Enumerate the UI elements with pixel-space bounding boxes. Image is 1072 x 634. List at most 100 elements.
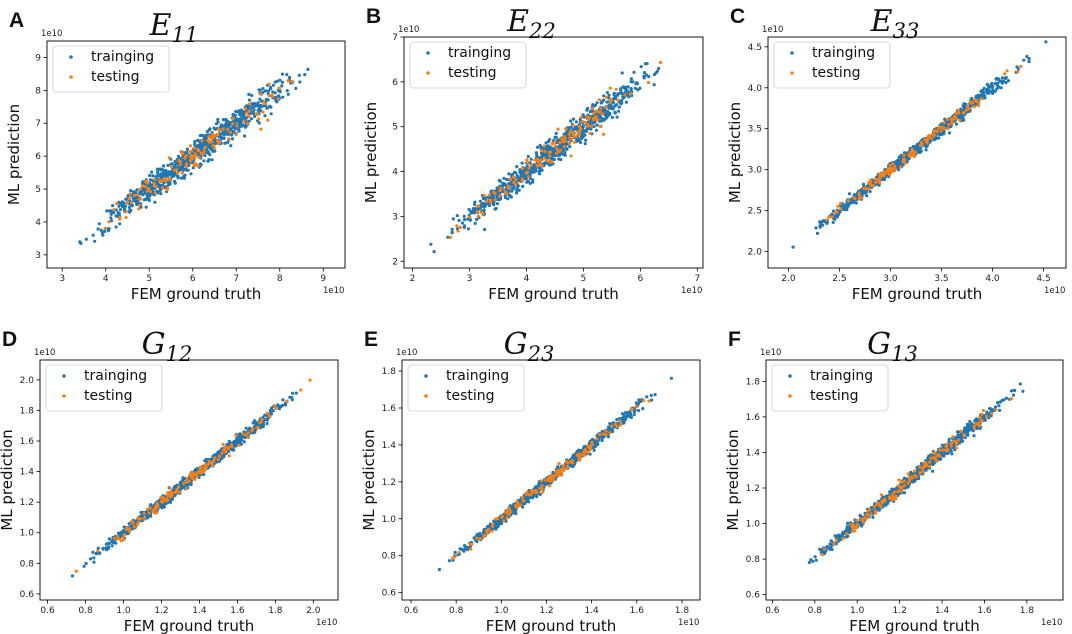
panel-title: E33 — [870, 4, 920, 43]
data-point — [553, 144, 557, 148]
x-tick-label: 3 — [59, 274, 65, 284]
data-point — [641, 407, 645, 411]
data-point — [252, 104, 256, 109]
y-tick-label: 1.8 — [382, 367, 397, 377]
data-point — [155, 511, 159, 515]
data-point — [165, 493, 170, 497]
data-point — [263, 413, 267, 417]
data-point — [142, 516, 146, 520]
data-point — [111, 204, 115, 208]
data-point — [200, 139, 204, 143]
data-point — [586, 120, 590, 124]
data-point — [202, 149, 206, 153]
data-point — [529, 492, 533, 496]
data-point — [515, 165, 519, 169]
data-point — [939, 129, 943, 133]
data-point — [880, 172, 884, 176]
data-point — [857, 191, 861, 195]
data-point — [579, 127, 583, 131]
data-point — [190, 149, 194, 153]
data-point — [534, 489, 538, 494]
data-point — [586, 450, 590, 454]
data-point — [1011, 393, 1016, 397]
data-point — [821, 223, 825, 227]
data-point — [202, 159, 206, 163]
data-point — [543, 478, 548, 482]
data-point — [151, 506, 155, 510]
data-point — [153, 200, 157, 204]
data-point — [96, 549, 100, 553]
data-point — [942, 121, 946, 125]
data-point — [491, 522, 495, 527]
data-point — [637, 398, 641, 402]
x-tick-label: 2.0 — [306, 606, 321, 616]
data-point — [995, 76, 1000, 81]
data-point — [202, 134, 206, 138]
data-point — [226, 140, 230, 144]
data-point — [267, 89, 271, 93]
data-point — [278, 78, 282, 82]
x-axis-label: FEM ground truth — [124, 617, 255, 634]
data-point — [128, 192, 132, 196]
data-point — [650, 398, 654, 402]
data-point — [455, 214, 459, 218]
data-point — [583, 142, 587, 146]
data-point — [612, 91, 616, 95]
data-point — [297, 73, 301, 77]
data-point — [634, 404, 638, 408]
data-point — [558, 140, 562, 145]
data-point — [168, 499, 172, 503]
data-point — [159, 174, 163, 178]
data-point — [642, 71, 647, 75]
data-point — [512, 180, 516, 185]
data-point — [110, 544, 114, 548]
data-point — [924, 148, 928, 152]
data-point — [548, 154, 552, 158]
data-point — [574, 135, 578, 139]
data-point — [188, 473, 192, 477]
x-tick-label: 0.8 — [808, 606, 823, 616]
data-point — [586, 117, 591, 121]
y-tick-label: 2.0 — [748, 248, 763, 258]
data-point — [164, 499, 168, 503]
axes-frame — [39, 359, 339, 601]
data-point — [903, 161, 907, 165]
data-point — [523, 177, 527, 181]
data-point — [119, 539, 124, 543]
legend-marker — [790, 51, 794, 55]
data-point — [610, 424, 614, 428]
data-point — [168, 486, 172, 490]
data-point — [432, 250, 436, 254]
data-point — [636, 88, 640, 92]
data-point — [946, 126, 950, 131]
y-tick-label: 9 — [35, 53, 41, 63]
data-point — [148, 190, 153, 194]
data-point — [615, 115, 619, 119]
data-point — [280, 84, 284, 88]
data-point — [983, 96, 987, 100]
data-point — [466, 227, 470, 231]
data-point — [146, 507, 150, 511]
data-point — [257, 104, 261, 108]
data-point — [185, 164, 189, 169]
data-point — [193, 154, 197, 159]
x-axis-label: FEM ground truth — [131, 285, 262, 303]
data-point — [543, 149, 547, 154]
data-point — [601, 432, 605, 436]
data-point — [237, 440, 241, 444]
data-point — [242, 440, 246, 444]
data-point — [82, 564, 86, 568]
y-tick-label: 4 — [392, 168, 398, 178]
data-point — [628, 410, 632, 414]
data-point — [285, 89, 289, 93]
data-point — [595, 442, 600, 446]
data-point — [883, 170, 887, 174]
data-point — [599, 106, 603, 110]
x-exponent-label: 1e10 — [678, 618, 699, 628]
data-point — [576, 452, 580, 456]
data-point — [604, 95, 609, 99]
data-point — [135, 188, 139, 192]
data-point — [212, 146, 216, 150]
data-point — [475, 536, 479, 540]
